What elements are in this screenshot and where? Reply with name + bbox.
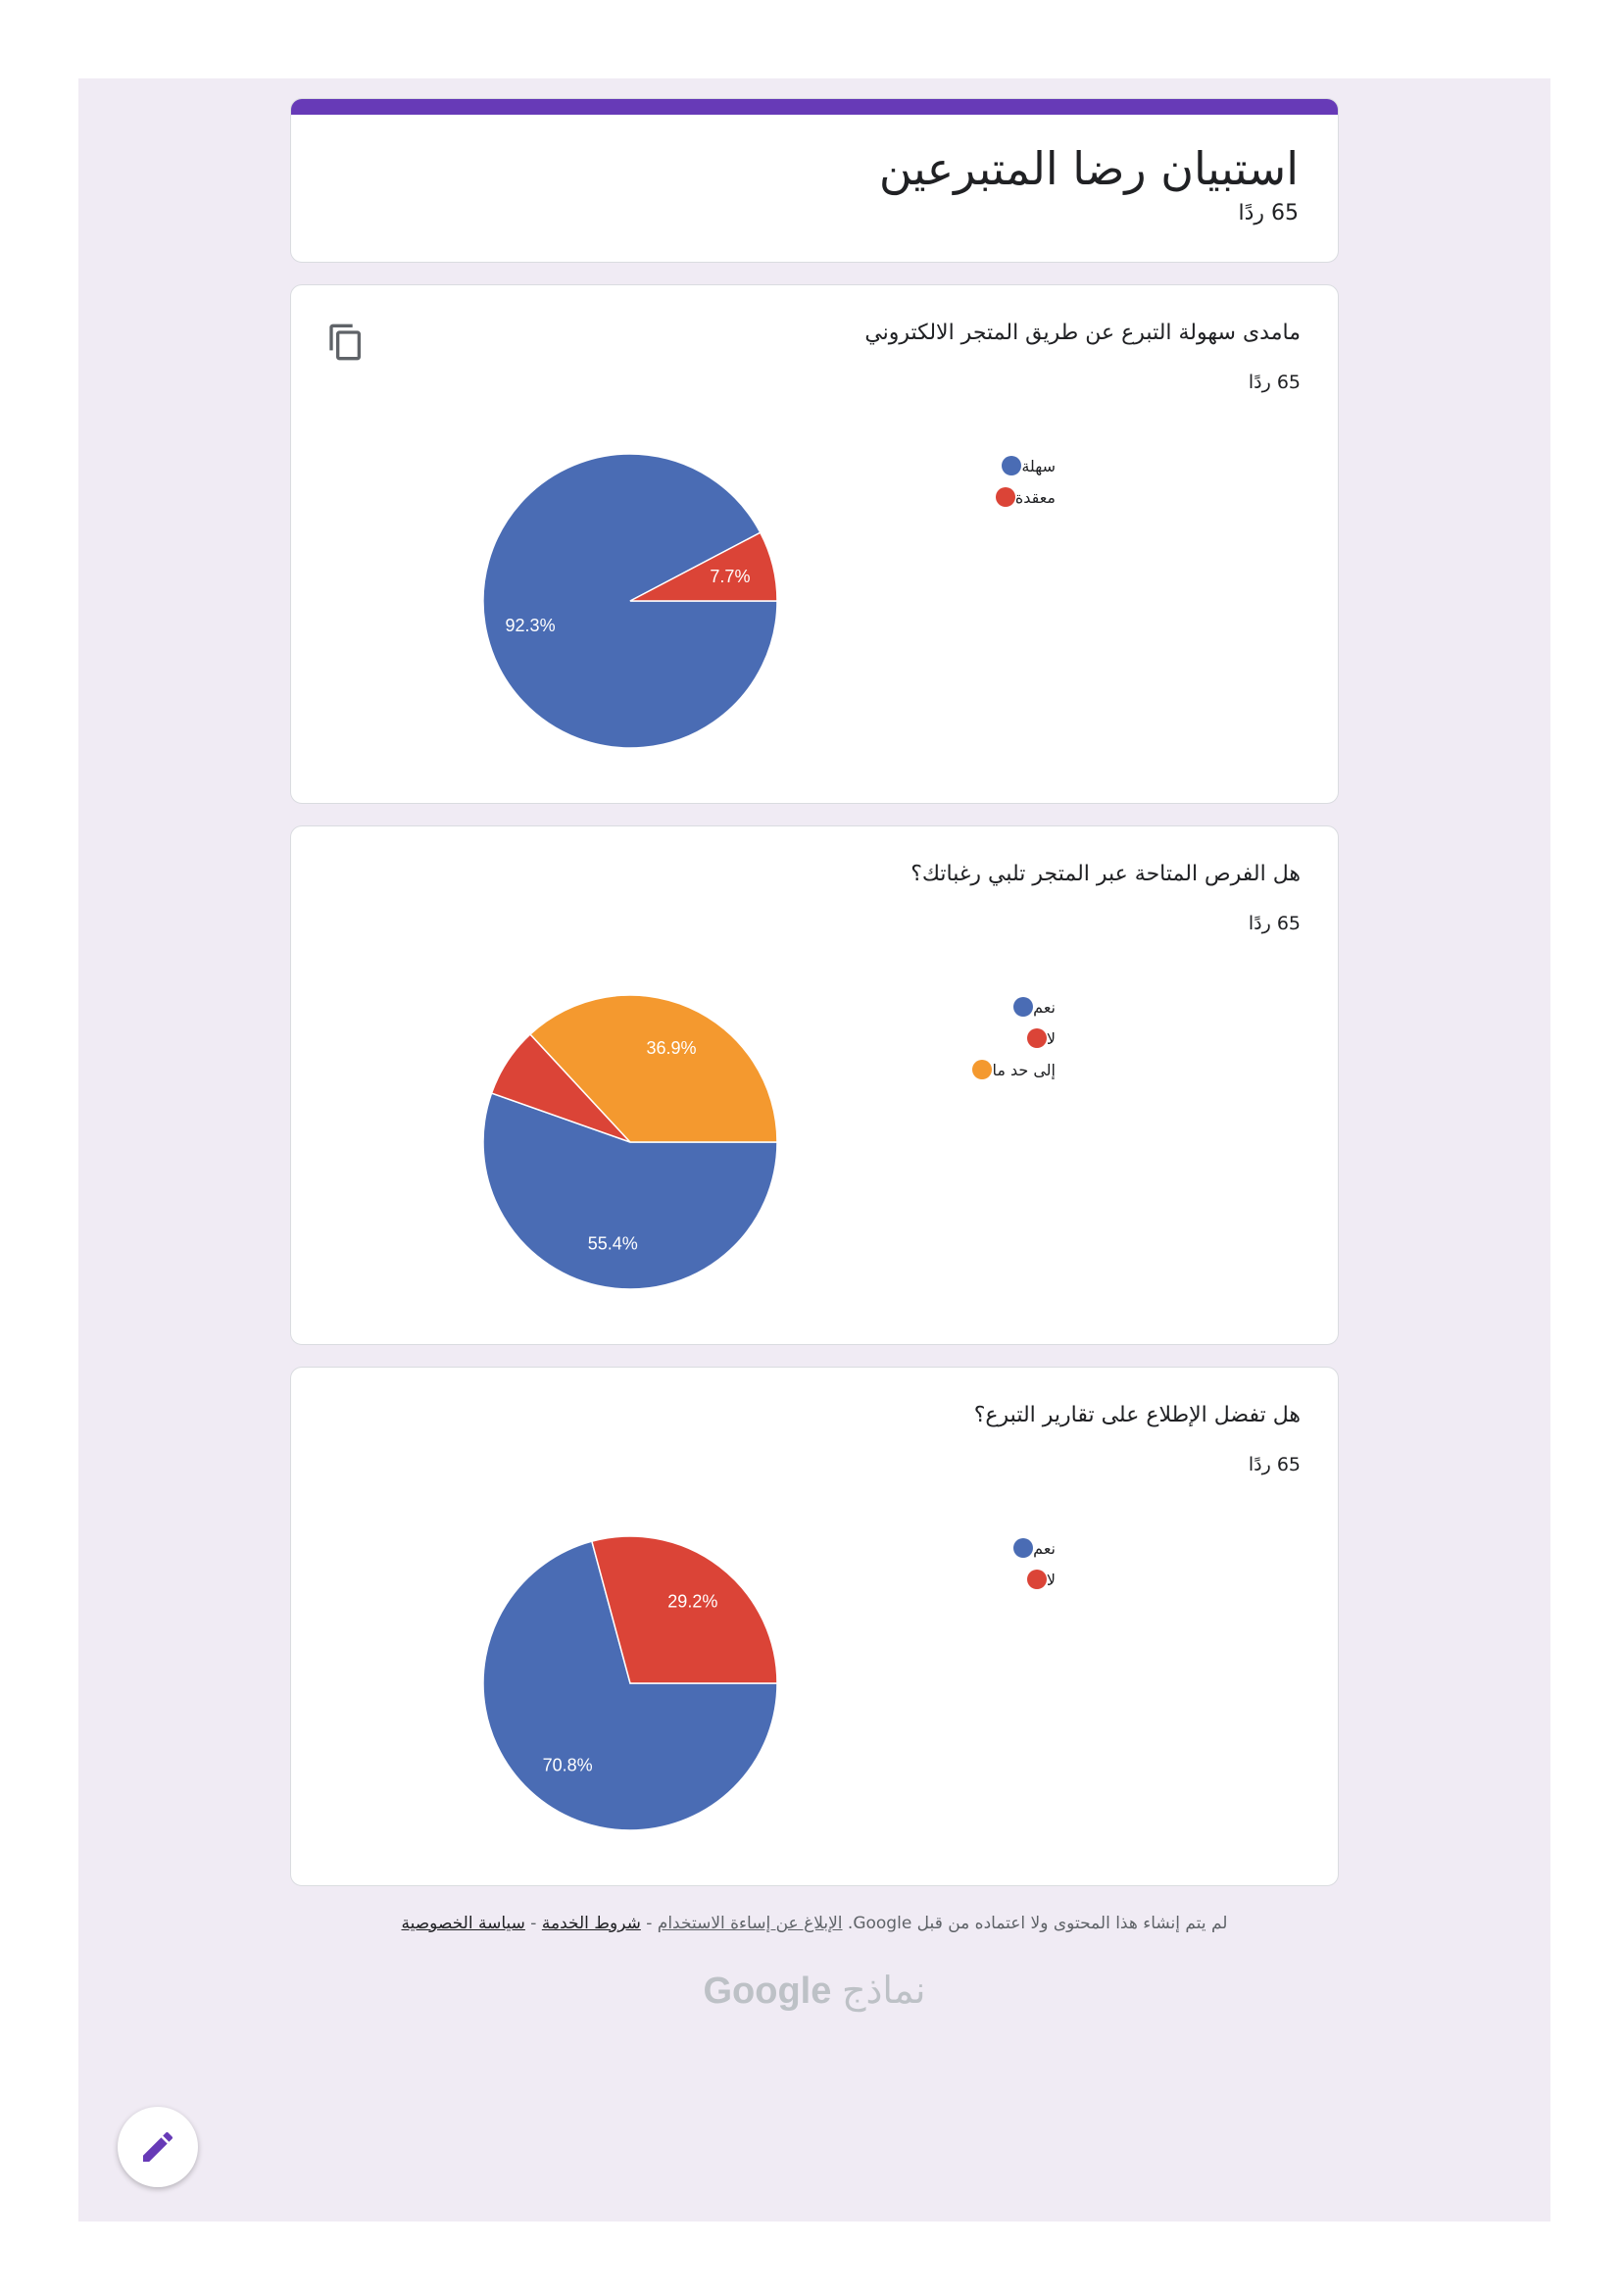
legend-label: نعم: [1033, 1538, 1056, 1558]
legend-swatch: [995, 487, 1015, 507]
form-header-card: استبيان رضا المتبرعين 65 ردًا: [290, 98, 1339, 263]
edit-button[interactable]: [118, 2107, 198, 2187]
legend-swatch: [1013, 997, 1034, 1017]
legend-item: نعم: [938, 991, 1056, 1023]
report-abuse-link[interactable]: الإبلاغ عن إساءة الاستخدام: [657, 1914, 843, 1933]
legend-swatch: [1026, 1028, 1047, 1048]
terms-link[interactable]: شروط الخدمة: [541, 1914, 641, 1933]
pie-chart: 70.8% 29.2%: [482, 1535, 778, 1831]
question-card-3: هل تفضل الإطلاع على تقارير التبرع؟ 65 رد…: [290, 1367, 1339, 1886]
google-forms-logo[interactable]: نماذج Google: [290, 1969, 1339, 2013]
question-card-1: مامدى سهولة التبرع عن طريق المتجر الالكت…: [290, 284, 1339, 804]
legend-label: معقدة: [1014, 487, 1056, 507]
chart-legend: نعم لا إلى حد ما: [938, 991, 1056, 1085]
pie-slice: [629, 531, 778, 602]
pencil-icon: [143, 2131, 173, 2162]
question-response-count: 65 ردًا: [1248, 372, 1301, 393]
copy-icon[interactable]: [326, 323, 366, 362]
legend-item: معقدة: [938, 481, 1056, 513]
question-card-2: هل الفرص المتاحة عبر المتجر تلبي رغباتك؟…: [290, 825, 1339, 1345]
form-response-count: 65 ردًا: [1238, 201, 1299, 225]
pie-slice: [590, 1535, 778, 1684]
logo-forms-text: نماذج: [841, 1971, 926, 2012]
header-accent-bar: [291, 99, 1338, 115]
separator: -: [640, 1914, 658, 1933]
logo-google-text: Google: [703, 1971, 832, 2012]
slice-percent-label: 55.4%: [588, 1233, 638, 1253]
legend-item: سهلة: [938, 450, 1056, 481]
legend-item: لا: [938, 1023, 1056, 1054]
footer-disclaimer: لم يتم إنشاء هذا المحتوى ولا اعتماده من …: [290, 1914, 1339, 1933]
privacy-link[interactable]: سياسة الخصوصية: [401, 1914, 525, 1933]
legend-label: سهلة: [1021, 456, 1056, 475]
legend-swatch: [972, 1060, 993, 1079]
legend-label: إلى حد ما: [992, 1060, 1056, 1079]
pie-slice: [482, 453, 778, 749]
legend-label: لا: [1046, 1570, 1056, 1589]
pie-slice: [528, 994, 778, 1143]
legend-swatch: [1013, 1538, 1034, 1558]
pie-slice: [482, 1540, 778, 1831]
legend-item: إلى حد ما: [938, 1054, 1056, 1085]
chart-legend: نعم لا: [938, 1532, 1056, 1595]
legend-item: لا: [938, 1564, 1056, 1595]
slice-percent-label: 29.2%: [667, 1592, 717, 1612]
question-title: مامدى سهولة التبرع عن طريق المتجر الالكت…: [864, 321, 1301, 345]
separator: -: [524, 1914, 542, 1933]
disclaimer-text: لم يتم إنشاء هذا المحتوى ولا اعتماده من …: [847, 1914, 1228, 1933]
question-response-count: 65 ردًا: [1248, 913, 1301, 934]
legend-label: نعم: [1033, 997, 1056, 1017]
legend-label: لا: [1046, 1028, 1056, 1048]
legend-swatch: [1026, 1570, 1047, 1589]
question-title: هل تفضل الإطلاع على تقارير التبرع؟: [973, 1403, 1301, 1427]
legend-item: نعم: [938, 1532, 1056, 1564]
slice-percent-label: 7.7%: [710, 567, 750, 586]
chart-legend: سهلة معقدة: [938, 450, 1056, 513]
slice-percent-label: 36.9%: [646, 1038, 696, 1058]
form-title: استبيان رضا المتبرعين: [878, 142, 1299, 195]
slice-percent-label: 92.3%: [506, 616, 556, 635]
slice-percent-label: 70.8%: [543, 1755, 593, 1774]
pie-chart: 55.4% 36.9%: [482, 994, 778, 1290]
legend-swatch: [1002, 456, 1022, 475]
question-response-count: 65 ردًا: [1248, 1454, 1301, 1475]
pie-chart: 92.3% 7.7%: [482, 453, 778, 749]
question-title: هل الفرص المتاحة عبر المتجر تلبي رغباتك؟: [910, 862, 1301, 886]
